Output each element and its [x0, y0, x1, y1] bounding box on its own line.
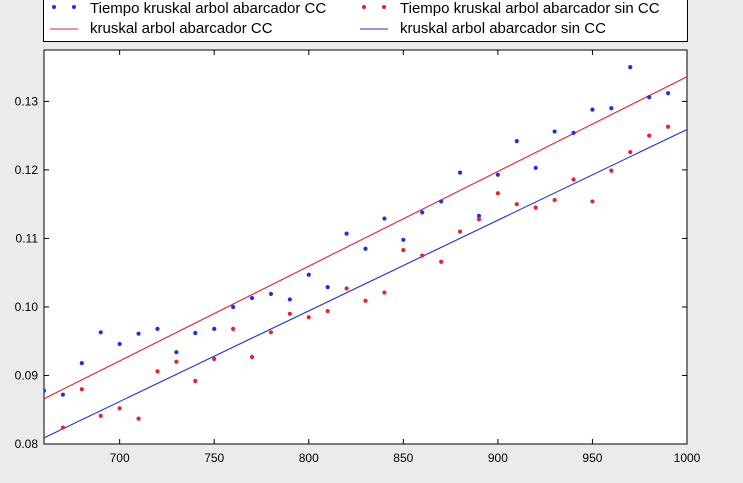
data-point-s0-4 [117, 341, 122, 347]
data-point-s0-1 [60, 392, 66, 397]
data-point-s1-13 [306, 315, 311, 320]
data-point-s1-32 [665, 124, 671, 129]
legend-label: kruskal arbol abarcador sin CC [400, 20, 606, 37]
x-tick-label: 950 [582, 451, 602, 465]
data-point-s0-31 [628, 65, 633, 70]
data-point-s1-28 [590, 199, 595, 204]
data-point-s0-25 [514, 139, 519, 144]
y-tick-label: 0.12 [15, 163, 39, 177]
data-point-s1-6 [174, 359, 179, 364]
axis-ticks [44, 50, 688, 445]
series-points [44, 65, 671, 430]
legend-marker-blue-line [360, 28, 388, 30]
data-point-s0-27 [552, 129, 557, 134]
legend-marker-blue-dots [52, 5, 76, 9]
data-point-s1-16 [363, 298, 368, 303]
data-point-s0-15 [325, 284, 330, 290]
data-point-s0-17 [363, 246, 368, 251]
data-point-s0-20 [420, 210, 425, 215]
data-point-s1-24 [514, 202, 519, 207]
data-point-s1-2 [98, 413, 103, 419]
data-point-s0-7 [174, 350, 179, 355]
fit-line-3 [44, 128, 687, 439]
legend-label: Tiempo kruskal arbol abarcador CC [90, 0, 327, 17]
data-point-s0-6 [155, 326, 160, 331]
legend-marker-red-dots [362, 5, 386, 9]
data-point-s1-0 [60, 425, 66, 430]
legend: Tiempo kruskal arbol abarcador CC Tiempo… [43, 0, 688, 42]
data-point-s0-14 [306, 272, 311, 277]
legend-label: kruskal arbol abarcador CC [90, 20, 273, 37]
data-point-s1-31 [647, 133, 652, 138]
data-point-s1-19 [420, 253, 425, 258]
data-point-s1-29 [609, 168, 614, 173]
y-tick-label: 0.10 [15, 300, 39, 314]
data-point-s0-8 [193, 330, 198, 336]
data-point-s1-5 [155, 369, 160, 374]
x-tick-label: 1000 [674, 451, 701, 465]
series-lines [44, 76, 687, 439]
x-tick-label: 900 [488, 451, 508, 465]
data-point-s1-1 [79, 387, 84, 392]
data-point-s0-19 [401, 237, 406, 242]
data-point-s0-12 [268, 291, 274, 297]
data-point-s0-9 [212, 326, 217, 331]
x-tick-label: 800 [299, 451, 319, 465]
y-tick-label: 0.13 [15, 94, 39, 108]
data-point-s0-5 [136, 331, 141, 336]
data-point-s0-11 [249, 295, 255, 301]
data-point-s0-32 [647, 95, 652, 100]
data-point-s0-24 [495, 172, 500, 177]
data-point-s0-22 [457, 170, 463, 175]
data-point-s1-18 [401, 247, 406, 253]
data-point-s1-12 [287, 311, 292, 316]
data-point-s0-23 [476, 213, 482, 218]
data-point-s0-29 [590, 107, 595, 112]
y-tick-label: 0.09 [15, 368, 39, 382]
data-point-s0-28 [571, 130, 576, 136]
data-point-s1-14 [325, 308, 330, 314]
data-point-s1-21 [457, 229, 463, 234]
data-point-s1-3 [117, 406, 122, 411]
data-point-s0-16 [344, 231, 349, 236]
data-point-s1-8 [212, 356, 217, 362]
data-point-s1-26 [552, 197, 557, 203]
x-tick-label: 750 [204, 451, 224, 465]
fit-line-2 [44, 76, 687, 400]
x-tick-labels: 700 750 800 850 900 950 1000 [110, 451, 701, 465]
legend-label: Tiempo kruskal arbol abarcador sin CC [400, 0, 660, 17]
data-point-s0-13 [287, 297, 292, 302]
data-point-s1-25 [533, 205, 538, 210]
data-point-s1-7 [193, 378, 198, 384]
data-point-s0-3 [98, 330, 103, 335]
data-point-s1-22 [476, 217, 482, 222]
data-point-s0-10 [231, 304, 236, 310]
data-point-s0-33 [665, 91, 671, 96]
data-point-s1-9 [231, 326, 236, 331]
data-point-s1-17 [382, 290, 387, 295]
y-tick-label: 0.11 [16, 231, 39, 245]
data-point-s1-4 [136, 416, 141, 421]
x-tick-label: 700 [110, 451, 130, 465]
data-point-s1-10 [249, 354, 255, 360]
data-point-s0-21 [439, 199, 444, 204]
data-point-s0-18 [382, 216, 387, 221]
data-point-s1-23 [495, 191, 500, 196]
data-point-s1-11 [268, 330, 274, 335]
data-point-s0-30 [609, 106, 614, 111]
data-point-s1-30 [628, 149, 633, 155]
data-point-s0-0 [44, 388, 47, 393]
data-point-s1-15 [344, 286, 349, 291]
y-tick-label: 0.08 [15, 437, 39, 451]
legend-marker-red-line [50, 28, 78, 30]
data-point-s1-27 [571, 177, 576, 182]
x-tick-label: 850 [393, 451, 413, 465]
data-point-s0-26 [533, 165, 538, 170]
data-point-s0-2 [79, 361, 84, 366]
data-point-s1-20 [439, 259, 444, 264]
y-tick-labels: 0.08 0.09 0.10 0.11 0.12 0.13 [15, 94, 39, 451]
